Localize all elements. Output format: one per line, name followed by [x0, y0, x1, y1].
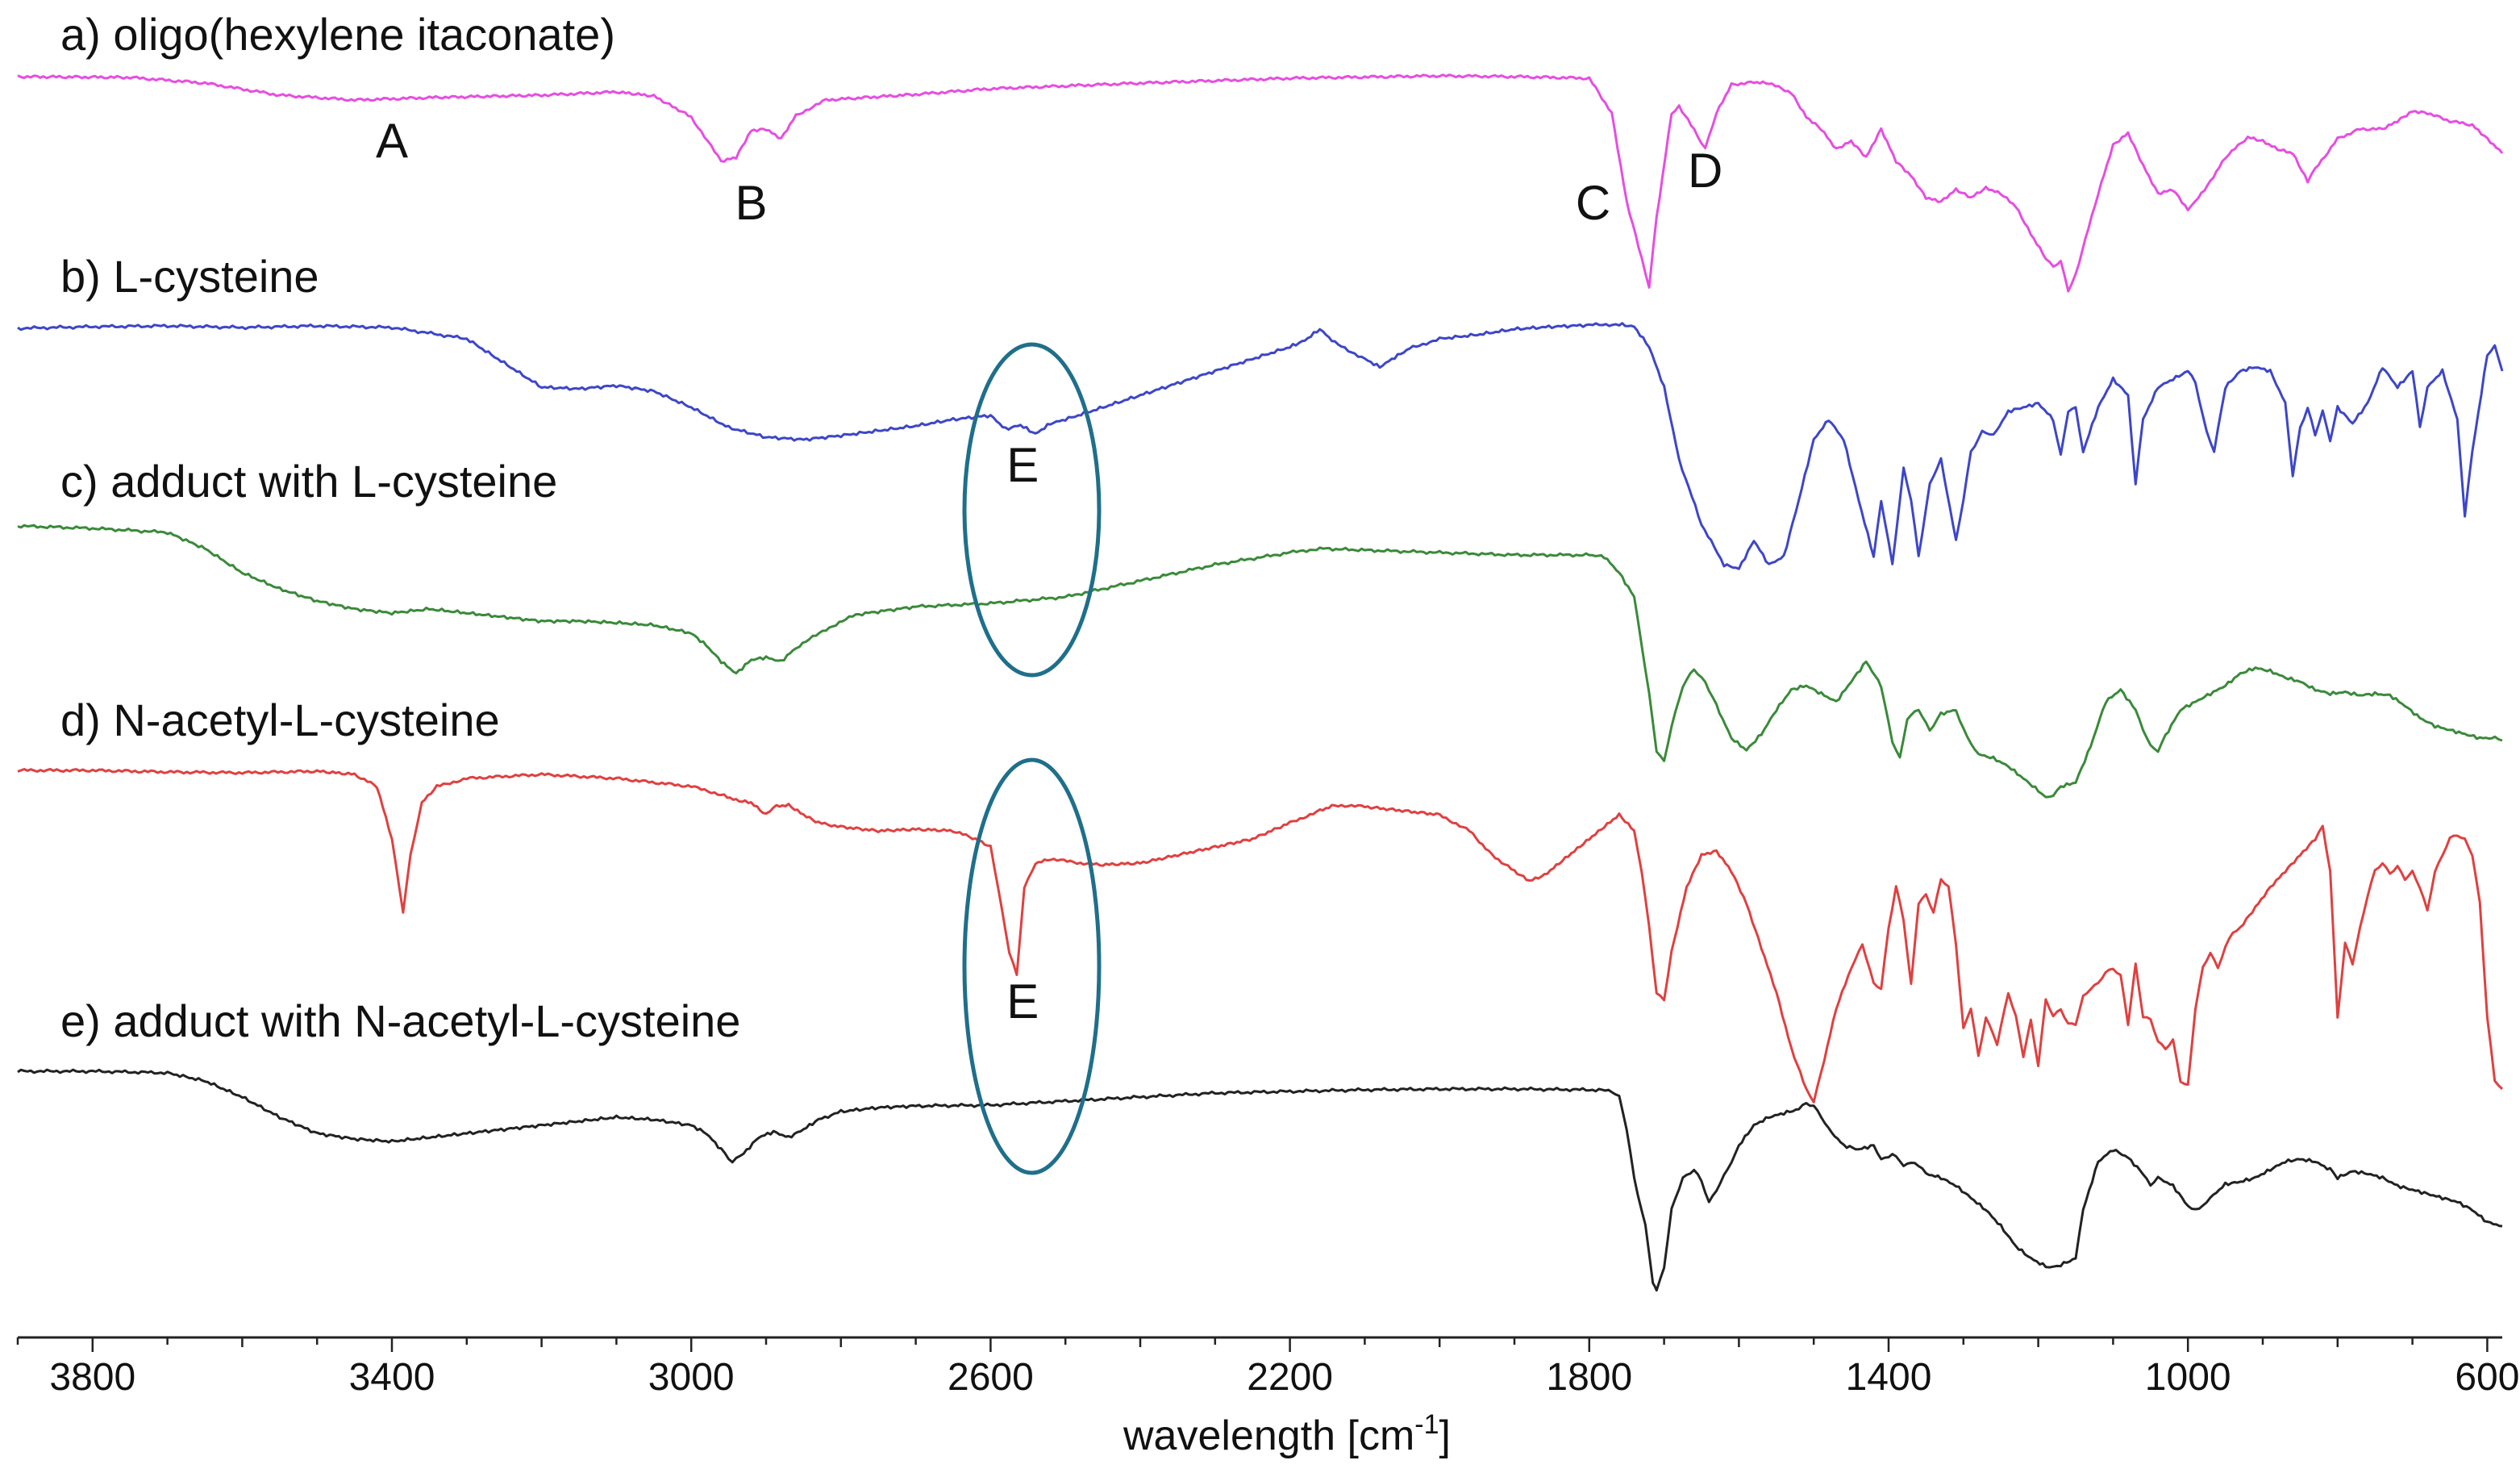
series-label-a: a) oligo(hexylene itaconate) — [60, 9, 615, 60]
highlight-ellipse-2 — [962, 757, 1102, 1175]
series-label-c: c) adduct with L-cysteine — [60, 456, 557, 507]
series-label-b: b) L-cysteine — [60, 251, 319, 302]
x-tick-label: 3000 — [648, 1356, 735, 1399]
spectrum-line — [17, 1068, 2503, 1292]
series-layer — [17, 73, 2504, 1292]
series-label-d: d) N-acetyl-L-cysteine — [60, 695, 500, 745]
x-tick-label: 1400 — [1846, 1356, 1932, 1399]
x-axis-ticks: 3800 3400 3000 2600 2200 1800 1400 1000 600 — [16, 1337, 2519, 1399]
peak-label-d-3: D — [1688, 144, 1722, 198]
x-axis-title-close: ] — [1439, 1412, 1451, 1459]
spectrum-series-4 — [17, 768, 2504, 1104]
peak-label-c-2: C — [1576, 176, 1610, 230]
spectrum-line — [17, 73, 2504, 293]
x-axis-title-superscript: -1 — [1414, 1409, 1439, 1440]
series-label-e: e) adduct with N-acetyl-L-cysteine — [60, 995, 740, 1046]
spectrum-line — [17, 768, 2504, 1104]
peak-label-a-0: A — [376, 114, 408, 168]
peak-label-layer: A B C D E E — [376, 114, 1722, 1028]
spectrum-series-1 — [17, 73, 2504, 293]
spectrum-series-3 — [17, 524, 2503, 799]
spectrum-line — [17, 322, 2504, 570]
peak-label-b-1: B — [735, 176, 767, 230]
peak-label-e-5: E — [1006, 974, 1039, 1028]
x-tick-label: 600 — [2455, 1356, 2519, 1399]
x-tick-label: 1000 — [2145, 1356, 2231, 1399]
highlight-layer — [962, 342, 1102, 1175]
spectrum-series-2 — [17, 322, 2504, 570]
x-tick-label: 2600 — [948, 1356, 1034, 1399]
x-tick-label: 2200 — [1247, 1356, 1333, 1399]
x-tick-label: 1800 — [1546, 1356, 1632, 1399]
spectrum-line — [17, 524, 2503, 799]
spectrum-series-5 — [17, 1068, 2503, 1292]
x-axis-title-main: wavelength [cm — [1123, 1412, 1414, 1459]
x-tick-label: 3800 — [49, 1356, 135, 1399]
peak-label-e-4: E — [1006, 438, 1039, 492]
highlight-ellipse-1 — [962, 342, 1102, 678]
x-tick-label: 3400 — [349, 1356, 435, 1399]
x-axis-title: wavelength [cm-1] — [1123, 1409, 1451, 1459]
